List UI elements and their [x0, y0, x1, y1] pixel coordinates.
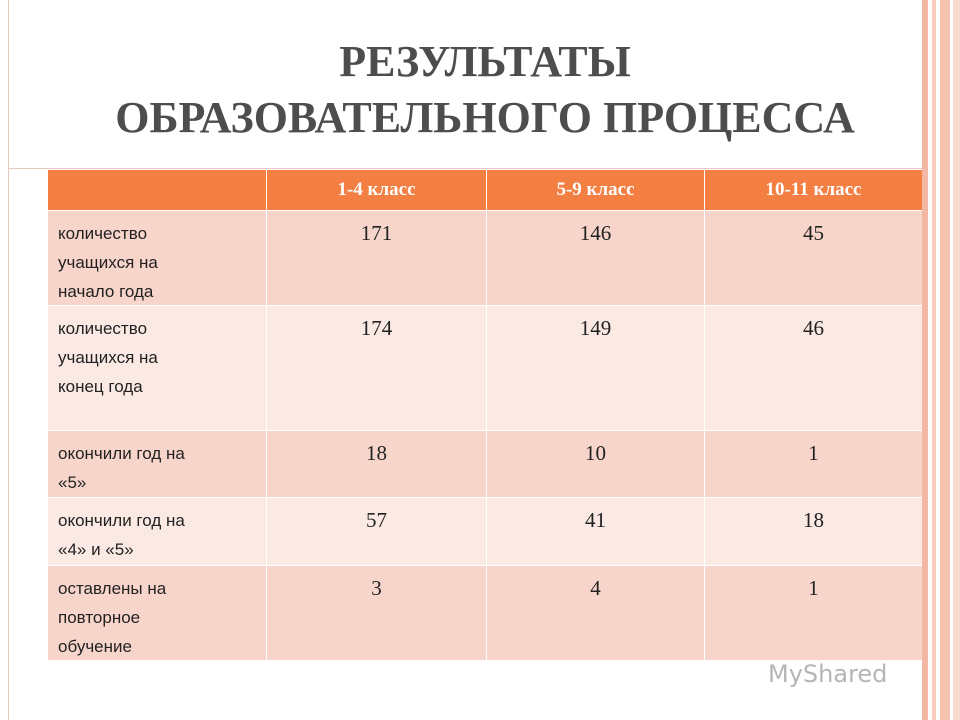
- value-cell: 3: [267, 566, 486, 660]
- value-cell: 1: [705, 566, 922, 660]
- label-line: обучение: [58, 637, 132, 656]
- frame-line: [8, 168, 922, 169]
- value-cell: 46: [705, 306, 922, 430]
- value-cell: 57: [267, 498, 486, 565]
- header-cell: [48, 170, 266, 210]
- label-line: окончили год на: [58, 444, 185, 463]
- row-label: окончили год на «5»: [48, 431, 266, 497]
- value-cell: 1: [705, 431, 922, 497]
- value-cell: 174: [267, 306, 486, 430]
- frame-line: [8, 0, 9, 720]
- header-cell: 1-4 класс: [267, 170, 486, 210]
- label-line: учащихся на: [58, 348, 158, 367]
- value-cell: 18: [267, 431, 486, 497]
- label-line: начало года: [58, 282, 154, 301]
- stripe: [932, 0, 936, 720]
- watermark: MyShared: [768, 660, 888, 688]
- label-line: количество: [58, 224, 148, 243]
- value-cell: 41: [487, 498, 704, 565]
- header-cell: 5-9 класс: [487, 170, 704, 210]
- label-line: оставлены на: [58, 579, 167, 598]
- header-cell: 10-11 класс: [705, 170, 922, 210]
- label-line: учащихся на: [58, 253, 158, 272]
- label-line: «4» и «5»: [58, 540, 134, 559]
- value-cell: 146: [487, 211, 704, 305]
- row-label: окончили год на «4» и «5»: [48, 498, 266, 565]
- label-line: повторное: [58, 608, 141, 627]
- row-label: оставлены на повторное обучение: [48, 566, 266, 660]
- label-line: окончили год на: [58, 511, 185, 530]
- row-label: количество учащихся на конец года: [48, 306, 266, 430]
- value-cell: 45: [705, 211, 922, 305]
- label-line: количество: [58, 319, 148, 338]
- stripe: [940, 0, 950, 720]
- title-line: РЕЗУЛЬТАТЫ: [339, 37, 631, 86]
- label-line: «5»: [58, 473, 87, 492]
- row-label: количество учащихся на начало года: [48, 211, 266, 305]
- stripe: [953, 0, 960, 720]
- label-line: конец года: [58, 377, 143, 396]
- value-cell: 4: [487, 566, 704, 660]
- title-line: ОБРАЗОВАТЕЛЬНОГО ПРОЦЕССА: [115, 93, 855, 142]
- value-cell: 18: [705, 498, 922, 565]
- value-cell: 149: [487, 306, 704, 430]
- value-cell: 10: [487, 431, 704, 497]
- value-cell: 171: [267, 211, 486, 305]
- stripe: [922, 0, 928, 720]
